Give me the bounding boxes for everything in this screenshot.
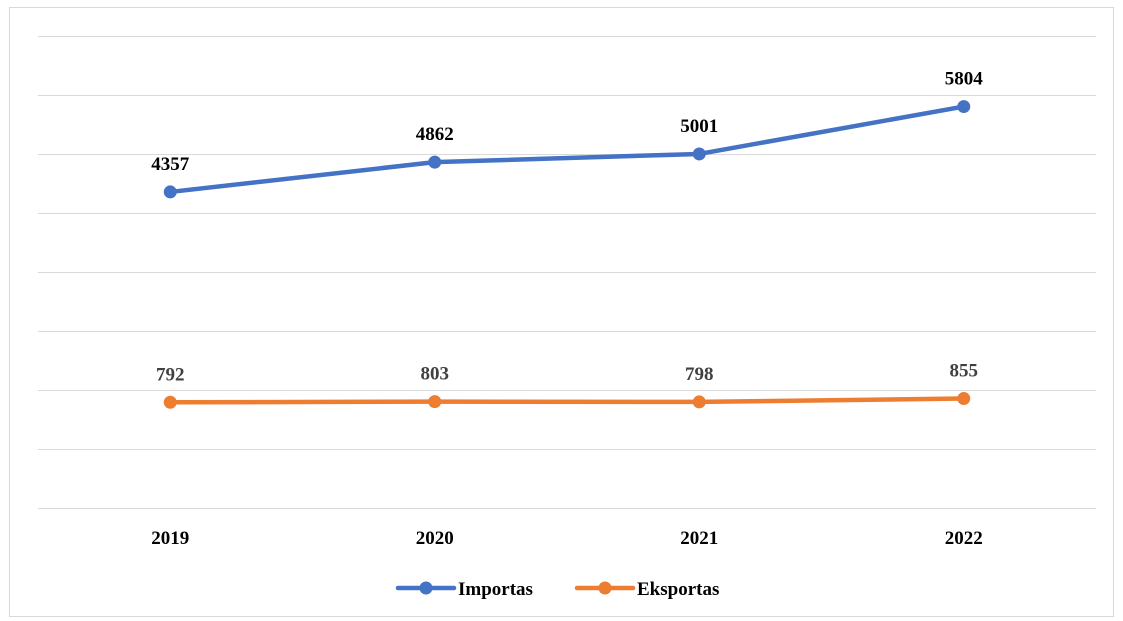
data-point <box>957 100 971 114</box>
data-point <box>692 147 706 161</box>
series-layer: 4357 4862 5001 5804 792 803 798 855 <box>151 69 983 409</box>
series-line <box>168 396 966 405</box>
legend-marker <box>419 581 433 595</box>
x-tick-label: 2022 <box>945 528 983 549</box>
data-label: 803 <box>421 364 450 385</box>
data-label: 5001 <box>680 116 718 137</box>
series-line <box>168 104 966 195</box>
data-point <box>692 395 706 409</box>
data-point <box>957 392 971 406</box>
data-label: 4357 <box>151 154 190 175</box>
legend-marker <box>598 581 612 595</box>
data-label: 798 <box>685 364 714 385</box>
x-tick-label: 2019 <box>151 528 189 549</box>
data-label: 5804 <box>945 69 984 90</box>
legend-item-eksportas: Eksportas <box>574 579 719 600</box>
data-point <box>428 395 442 409</box>
legend-label: Importas <box>458 579 533 600</box>
legend: Importas Eksportas <box>395 579 719 600</box>
data-label: 792 <box>156 364 185 385</box>
x-axis-ticks: 2019 2020 2021 2022 <box>151 528 983 549</box>
x-tick-label: 2020 <box>416 528 454 549</box>
chart-frame <box>9 7 1114 617</box>
data-label: 855 <box>950 361 979 382</box>
series-eksportas: 792 803 798 855 <box>156 361 978 409</box>
gridlines <box>38 36 1096 509</box>
data-point <box>428 155 442 169</box>
legend-label: Eksportas <box>637 579 719 600</box>
legend-item-importas: Importas <box>395 579 533 600</box>
series-importas: 4357 4862 5001 5804 <box>151 69 983 199</box>
data-point <box>163 395 177 409</box>
data-point <box>163 185 177 199</box>
x-tick-label: 2021 <box>680 528 718 549</box>
data-label: 4862 <box>416 124 454 145</box>
